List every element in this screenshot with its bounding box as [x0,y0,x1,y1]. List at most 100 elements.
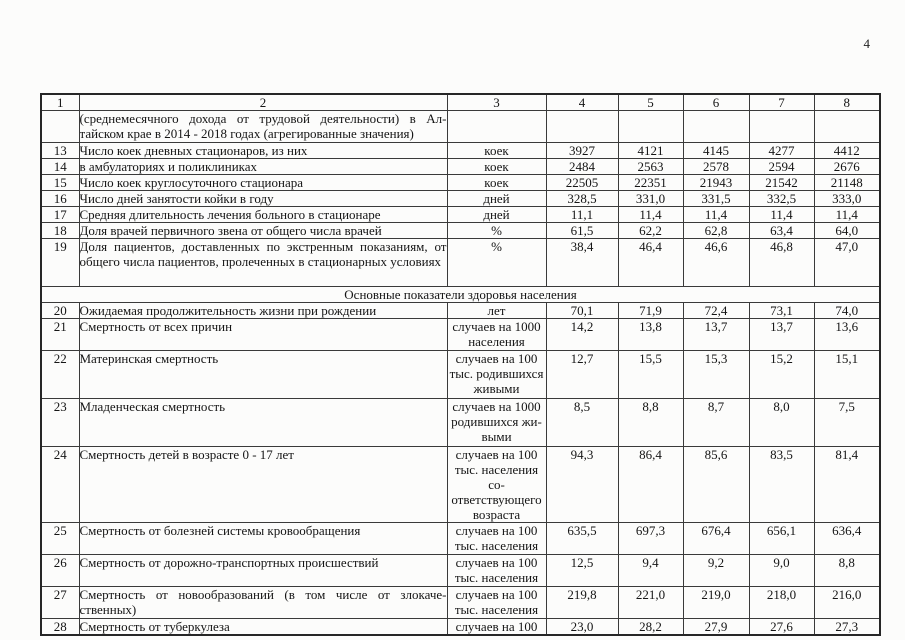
indicator-value: 21148 [813,174,881,191]
indicator-value: 85,6 [682,446,750,523]
indicator-value: 2484 [545,158,619,175]
indicator-value: 61,5 [545,222,619,239]
table-row: 13 Число коек дневных стационаров, из ни… [40,142,881,159]
indicator-value: 4277 [748,142,815,159]
indicator-name: в амбулаториях и поликлиниках [78,158,448,175]
indicator-value: 28,2 [617,618,684,636]
indicator-value: 21542 [748,174,815,191]
indicator-value: 15,2 [748,350,815,399]
indicator-value: 2563 [617,158,684,175]
indicator-value: 8,8 [813,554,881,587]
indicator-value: 86,4 [617,446,684,523]
indicator-unit: коек [446,174,547,191]
indicator-unit: случаев на 100 тыс. населения со- ответс… [446,446,547,523]
indicator-value: 4121 [617,142,684,159]
indicator-name: (среднемесячного дохода от трудовой деят… [78,110,448,143]
table-row: 20 Ожидаемая продолжительность жизни при… [40,302,881,319]
indicator-value: 331,0 [617,190,684,207]
indicator-unit: случаев на 100 тыс. населения [446,554,547,587]
indicator-value: 11,1 [545,206,619,223]
indicator-value: 331,5 [682,190,750,207]
row-number: 25 [40,522,80,555]
indicator-value: 14,2 [545,318,619,351]
row-number: 13 [40,142,80,159]
indicator-value: 23,0 [545,618,619,636]
indicator-value: 8,0 [748,398,815,447]
indicator-value: 9,4 [617,554,684,587]
indicator-value: 47,0 [813,238,881,287]
indicator-value: 74,0 [813,302,881,319]
indicator-value: 218,0 [748,586,815,619]
indicator-unit: случаев на 1000 населения [446,318,547,351]
row-number: 18 [40,222,80,239]
table-row: 27 Смертность от новообразований (в том … [40,586,881,619]
row-number [40,110,80,143]
indicator-name: Доля пациентов, доставленных по экстренн… [78,238,448,287]
indicator-value: 13,7 [682,318,750,351]
indicator-value [545,110,619,143]
indicator-unit: коек [446,142,547,159]
row-number: 21 [40,318,80,351]
indicator-value: 22351 [617,174,684,191]
indicator-name: Число коек дневных стационаров, из них [78,142,448,159]
table-row: 14 в амбулаториях и поликлиниках коек 24… [40,158,881,175]
row-number: 27 [40,586,80,619]
row-number: 17 [40,206,80,223]
indicator-value [813,110,881,143]
table-row: 25 Смертность от болезней системы кровоо… [40,522,881,555]
indicator-value: 2594 [748,158,815,175]
indicator-value: 11,4 [748,206,815,223]
row-number: 16 [40,190,80,207]
indicator-value: 636,4 [813,522,881,555]
indicator-value: 15,1 [813,350,881,399]
indicator-value [682,110,750,143]
indicator-value: 27,3 [813,618,881,636]
indicator-unit: дней [446,190,547,207]
indicator-value: 81,4 [813,446,881,523]
column-header: 6 [682,93,750,111]
indicator-name: Смертность от дорожно-транспортных проис… [78,554,448,587]
section-header-row: Основные показатели здоровья населения [40,286,881,303]
indicator-name: Число коек круглосуточного стационара [78,174,448,191]
row-number: 19 [40,238,80,287]
indicator-name: Ожидаемая продолжительность жизни при ро… [78,302,448,319]
indicator-value: 38,4 [545,238,619,287]
indicator-value: 27,6 [748,618,815,636]
indicator-unit: случаев на 1000 родившихся жи- выми [446,398,547,447]
indicator-name: Доля врачей первичного звена от общего ч… [78,222,448,239]
table-row: 28 Смертность от туберкулеза случаев на … [40,618,881,636]
indicator-value: 13,7 [748,318,815,351]
indicator-value: 332,5 [748,190,815,207]
indicator-value: 9,2 [682,554,750,587]
indicator-value: 72,4 [682,302,750,319]
row-number: 23 [40,398,80,447]
column-header: 1 [40,93,80,111]
table-row: 22 Материнская смертность случаев на 100… [40,350,881,399]
row-number: 28 [40,618,80,636]
indicator-value: 63,4 [748,222,815,239]
indicator-value: 62,8 [682,222,750,239]
row-number: 14 [40,158,80,175]
table-row: 21 Смертность от всех причин случаев на … [40,318,881,351]
indicator-value: 11,4 [813,206,881,223]
indicator-value [617,110,684,143]
column-header: 5 [617,93,684,111]
row-number: 22 [40,350,80,399]
section-header: Основные показатели здоровья населения [40,286,881,303]
indicator-value: 676,4 [682,522,750,555]
column-header: 7 [748,93,815,111]
indicator-value: 219,0 [682,586,750,619]
indicator-name: Смертность от болезней системы кровообра… [78,522,448,555]
indicator-unit: случаев на 100 [446,618,547,636]
indicators-table: 1 2 3 4 5 6 7 8 (среднемесячного дохода … [40,93,881,636]
indicator-value: 4412 [813,142,881,159]
indicator-name: Материнская смертность [78,350,448,399]
table-row: 24 Смертность детей в возрасте 0 - 17 ле… [40,446,881,523]
row-number: 26 [40,554,80,587]
indicator-name: Смертность от всех причин [78,318,448,351]
indicator-unit: % [446,222,547,239]
indicator-value: 219,8 [545,586,619,619]
indicator-unit: % [446,238,547,287]
indicator-value: 4145 [682,142,750,159]
table-row: (среднемесячного дохода от трудовой деят… [40,110,881,143]
